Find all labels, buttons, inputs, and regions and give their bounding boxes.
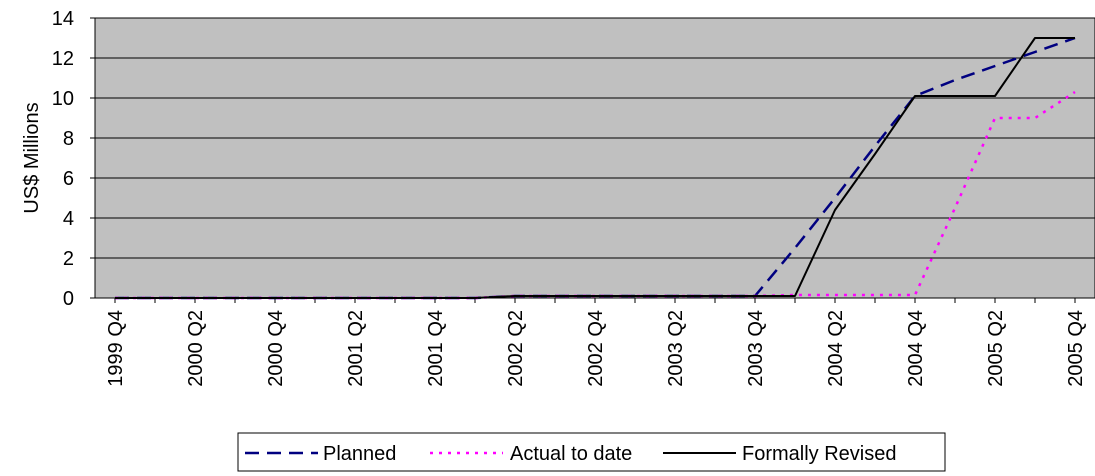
legend-label-planned: Planned — [323, 443, 396, 465]
plot-area — [94, 17, 1095, 299]
legend: Planned Actual to date Formally Revised — [237, 432, 946, 472]
legend-box — [237, 432, 946, 472]
x-tick-label: 2004 Q2 — [825, 310, 847, 387]
y-tick-label: 2 — [63, 248, 74, 270]
y-tick-label: 4 — [63, 208, 74, 230]
y-tick-label: 6 — [63, 168, 74, 190]
y-tick-label: 8 — [63, 128, 74, 150]
y-tick-label: 12 — [52, 48, 74, 70]
x-tick-label: 1999 Q4 — [105, 310, 127, 387]
y-axis-label: US$ Millions — [21, 102, 43, 213]
x-tick-label: 2002 Q4 — [585, 310, 607, 387]
x-tick-label: 2001 Q4 — [425, 310, 447, 387]
x-tick-label: 2000 Q2 — [185, 310, 207, 387]
gridlines — [95, 57, 1095, 259]
legend-label-actual: Actual to date — [510, 443, 632, 465]
x-axis-ticks: 1999 Q4 2000 Q2 2000 Q4 2001 Q2 2001 Q4 2002 … — [105, 298, 1087, 387]
legend-label-revised: Formally Revised — [742, 443, 896, 465]
y-tick-label: 10 — [52, 88, 74, 110]
x-tick-label: 2005 Q4 — [1065, 310, 1087, 387]
x-tick-label: 2001 Q2 — [345, 310, 367, 387]
y-tick-label: 0 — [63, 288, 74, 310]
x-tick-label: 2003 Q4 — [745, 310, 767, 387]
x-tick-label: 2003 Q2 — [665, 310, 687, 387]
y-tick-label: 14 — [52, 8, 74, 30]
y-axis-ticks: 0 2 4 6 8 10 12 14 — [52, 8, 95, 310]
x-tick-label: 2004 Q4 — [905, 310, 927, 387]
x-tick-label: 2002 Q2 — [505, 310, 527, 387]
x-tick-label: 2000 Q4 — [265, 310, 287, 387]
x-tick-label: 2005 Q2 — [985, 310, 1007, 387]
